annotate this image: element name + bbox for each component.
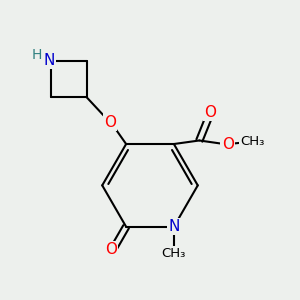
Text: N: N xyxy=(168,219,180,234)
Text: H: H xyxy=(32,48,42,62)
Text: CH₃: CH₃ xyxy=(162,248,186,260)
Text: CH₃: CH₃ xyxy=(240,135,265,148)
Text: O: O xyxy=(104,115,116,130)
Text: O: O xyxy=(105,242,117,257)
Text: O: O xyxy=(222,136,234,152)
Text: O: O xyxy=(204,105,216,120)
Text: N: N xyxy=(43,53,55,68)
